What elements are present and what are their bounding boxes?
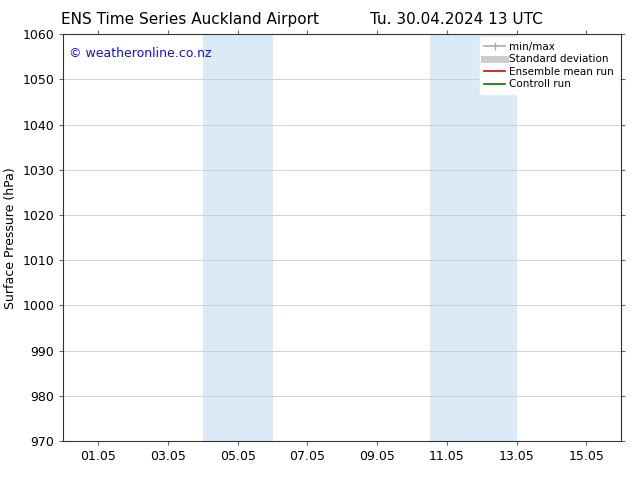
Text: ENS Time Series Auckland Airport: ENS Time Series Auckland Airport [61,12,319,27]
Legend: min/max, Standard deviation, Ensemble mean run, Controll run: min/max, Standard deviation, Ensemble me… [480,37,618,94]
Text: Tu. 30.04.2024 13 UTC: Tu. 30.04.2024 13 UTC [370,12,543,27]
Text: © weatheronline.co.nz: © weatheronline.co.nz [69,47,212,59]
Y-axis label: Surface Pressure (hPa): Surface Pressure (hPa) [4,167,17,309]
Bar [203,34,273,441]
Bar [429,34,517,441]
